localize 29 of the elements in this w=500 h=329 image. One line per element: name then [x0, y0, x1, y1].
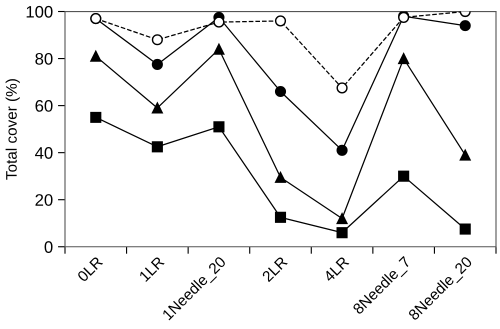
point — [460, 149, 471, 161]
y-tick-label: 80 — [35, 52, 53, 65]
point — [213, 44, 224, 55]
x-tick-label: 4LR — [322, 256, 350, 282]
point — [274, 212, 286, 223]
point — [152, 102, 163, 114]
y-axis-title: Total cover (%) — [6, 79, 20, 180]
point — [90, 112, 102, 123]
point — [336, 212, 348, 224]
point — [398, 170, 410, 182]
y-tick-label: 100 — [26, 6, 53, 18]
point — [274, 86, 286, 98]
point — [152, 141, 163, 152]
point — [398, 53, 410, 64]
x-tick-label: 2LR — [262, 256, 288, 282]
point — [274, 172, 286, 183]
x-tick-label: 1LR — [138, 256, 165, 282]
point — [460, 224, 471, 235]
y-tick-label: 40 — [35, 147, 53, 159]
point — [152, 58, 163, 70]
y-tick-label: 60 — [36, 100, 53, 112]
x-tick-label: 0LR — [76, 256, 104, 282]
point — [213, 121, 224, 132]
y-tick-label: 0 — [44, 241, 53, 253]
point — [90, 50, 102, 62]
point — [336, 144, 348, 156]
point — [336, 227, 348, 238]
y-tick-label: 20 — [35, 194, 53, 206]
point — [460, 20, 471, 32]
